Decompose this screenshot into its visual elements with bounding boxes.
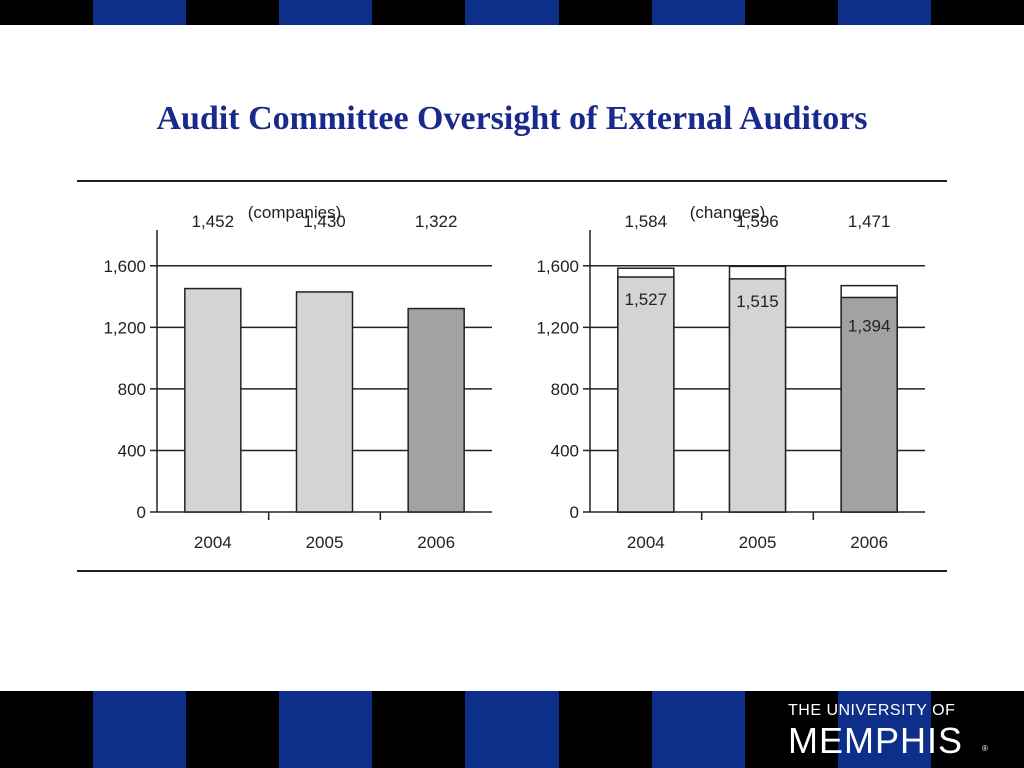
bar bbox=[617, 276, 675, 513]
logo-line-university: THE UNIVERSITY OF bbox=[788, 702, 956, 719]
bar-value-label: 1,527 bbox=[625, 290, 668, 309]
stripe-segment bbox=[930, 691, 1024, 768]
bar-value-label: 1,430 bbox=[303, 212, 346, 231]
stripe-segment bbox=[465, 691, 559, 768]
stripe-segment bbox=[651, 691, 745, 768]
chart-subtitle: (changes) bbox=[690, 203, 766, 222]
stripe-segment bbox=[651, 0, 745, 25]
slide-title: Audit Committee Oversight of External Au… bbox=[156, 100, 868, 137]
bar bbox=[407, 307, 465, 513]
x-category-label: 2005 bbox=[739, 533, 777, 552]
y-tick-label: 0 bbox=[570, 503, 579, 522]
stripe-segment bbox=[0, 0, 94, 25]
bar bbox=[295, 291, 354, 513]
bottom-rule bbox=[77, 570, 947, 572]
y-tick-label: 1,200 bbox=[103, 318, 146, 337]
bar-value-label: 1,515 bbox=[736, 292, 779, 311]
x-category-label: 2004 bbox=[627, 533, 665, 552]
stripe-segment bbox=[279, 691, 373, 768]
companies-chart: (companies) 0 400 800 1,200 1,600 1,452 2004 1,4… bbox=[77, 190, 517, 565]
companies-chart-svg: (companies) 0 400 800 1,200 1,600 1,452 2004 1,4… bbox=[103, 203, 492, 552]
bar-value-label: 1,322 bbox=[415, 212, 458, 231]
bar-value-label: 1,596 bbox=[736, 212, 779, 231]
stripe-segment bbox=[744, 691, 838, 768]
top-stripe-bar bbox=[0, 0, 1024, 25]
bar-value-label: 1,584 bbox=[625, 212, 668, 231]
x-category-label: 2004 bbox=[194, 533, 232, 552]
y-tick-label: 400 bbox=[551, 441, 579, 460]
stripe-segment bbox=[558, 0, 652, 25]
x-category-label: 2005 bbox=[306, 533, 344, 552]
x-category-label: 2006 bbox=[417, 533, 455, 552]
stripe-segment bbox=[93, 0, 187, 25]
logo-line-memphis: MEMPHIS bbox=[788, 720, 964, 761]
bar bbox=[840, 296, 898, 513]
changes-chart: (changes) 0 400 800 1,200 1,600 1,584 1,527 2004… bbox=[510, 190, 950, 565]
bar bbox=[728, 278, 787, 513]
bottom-stripe-bar bbox=[0, 691, 1024, 768]
stripe-segment bbox=[465, 0, 559, 25]
y-tick-label: 800 bbox=[118, 380, 146, 399]
bar-value-label: 1,452 bbox=[192, 212, 235, 231]
y-tick-label: 400 bbox=[118, 441, 146, 460]
bar bbox=[184, 287, 242, 513]
stripe-segment bbox=[837, 691, 931, 768]
changes-chart-svg: (changes) 0 400 800 1,200 1,600 1,584 1,527 2004… bbox=[536, 203, 925, 552]
stripe-segment bbox=[837, 0, 931, 25]
stripe-segment bbox=[186, 0, 280, 25]
y-tick-label: 0 bbox=[137, 503, 146, 522]
logo-registered-mark: ® bbox=[982, 744, 988, 753]
y-tick-label: 1,600 bbox=[103, 257, 146, 276]
stripe-segment bbox=[279, 0, 373, 25]
stripe-segment bbox=[930, 0, 1024, 25]
stripe-segment bbox=[93, 691, 187, 768]
university-logo: THE UNIVERSITY OF MEMPHIS ® bbox=[788, 700, 998, 762]
chart-subtitle: (companies) bbox=[248, 203, 342, 222]
stripe-segment bbox=[0, 691, 94, 768]
stripe-segment bbox=[372, 0, 466, 25]
x-category-label: 2006 bbox=[850, 533, 888, 552]
stripe-segment bbox=[372, 691, 466, 768]
stripe-segment bbox=[744, 0, 838, 25]
top-rule bbox=[77, 180, 947, 182]
stripe-segment bbox=[186, 691, 280, 768]
bar-value-label: 1,394 bbox=[848, 316, 891, 335]
y-tick-label: 1,200 bbox=[536, 318, 579, 337]
y-tick-label: 800 bbox=[551, 380, 579, 399]
bar-value-label: 1,471 bbox=[848, 212, 891, 231]
y-tick-label: 1,600 bbox=[536, 257, 579, 276]
stripe-segment bbox=[558, 691, 652, 768]
